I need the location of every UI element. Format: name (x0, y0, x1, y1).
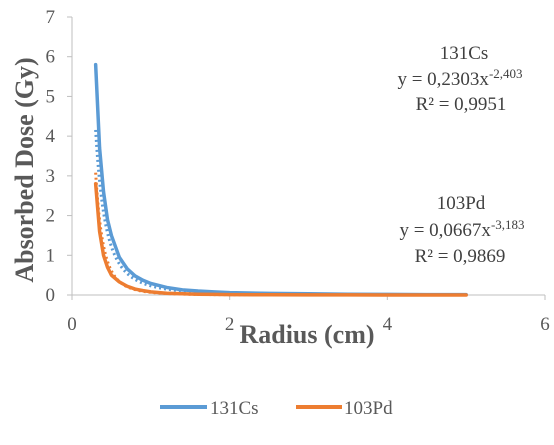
y-tick-label: 7 (46, 7, 56, 28)
y-tick-label: 3 (46, 166, 56, 187)
legend: 131Cs 103Pd (160, 398, 393, 419)
y-tick-label: 1 (46, 245, 56, 266)
annotation-103pd-equation: y = 0,0667x-3,183 (399, 217, 524, 241)
y-tick-label: 6 (46, 47, 56, 68)
series-layer (93, 62, 468, 297)
y-tick-label: 5 (46, 86, 56, 107)
y-axis-label: Absorbed Dose (Gy) (10, 57, 39, 282)
x-tick-label: 6 (540, 314, 550, 335)
trendline-annotation-131cs: 131Cs y = 0,2303x-2,403 R² = 0,9951 (397, 43, 522, 115)
trendline-131cs (94, 129, 467, 297)
y-tick-label: 4 (46, 126, 56, 147)
x-tick-label: 0 (67, 314, 77, 335)
annotation-103pd-title: 103Pd (437, 193, 486, 214)
annotation-131cs-r2: R² = 0,9951 (416, 94, 507, 115)
y-tick-label: 2 (46, 206, 56, 227)
legend-label-103pd: 103Pd (344, 398, 393, 419)
annotation-131cs-eq-exponent: -2,403 (489, 66, 523, 81)
annotation-103pd-eq-exponent: -3,183 (491, 217, 525, 232)
y-tick-label: 0 (46, 285, 56, 306)
x-tick-label: 2 (225, 314, 235, 335)
trendline-annotation-103pd: 103Pd y = 0,0667x-3,183 R² = 0,9869 (399, 193, 524, 267)
trendline-layer (94, 129, 467, 297)
x-axis-label: Radius (cm) (239, 320, 374, 349)
annotation-103pd-eq-main: y = 0,0667x (399, 220, 491, 241)
series-line-103pd (93, 182, 468, 297)
series-line-131cs (93, 62, 468, 297)
annotation-131cs-title: 131Cs (440, 43, 489, 64)
annotation-103pd-r2: R² = 0,9869 (415, 246, 506, 267)
legend-label-131cs: 131Cs (210, 398, 259, 419)
annotation-131cs-equation: y = 0,2303x-2,403 (397, 66, 522, 90)
x-tick-label: 4 (383, 314, 393, 335)
annotation-131cs-eq-main: y = 0,2303x (397, 69, 489, 90)
axes-layer: 0 1 2 3 4 5 6 7 0 2 4 6 (46, 7, 550, 335)
